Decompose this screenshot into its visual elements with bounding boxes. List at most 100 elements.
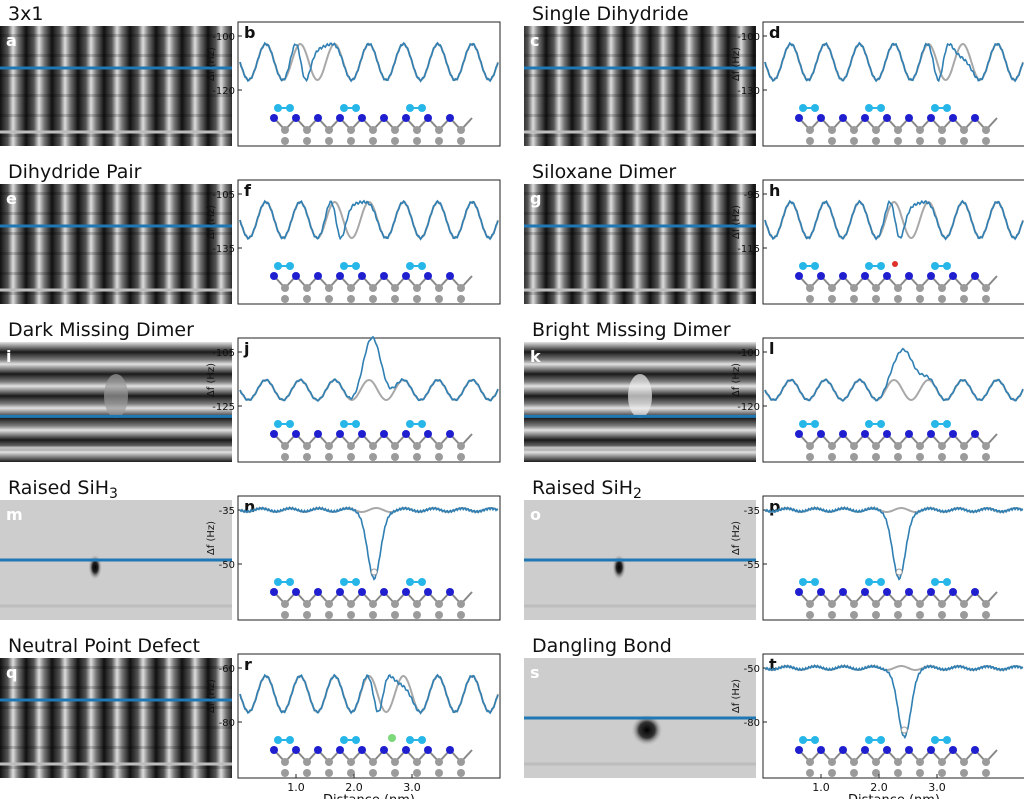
panel-title: Dangling Bond [532,635,672,657]
y-tick-label: -130 [737,86,760,97]
atomic-model [270,104,473,145]
stm-image [0,658,232,778]
y-axis-label: Δf (Hz) [206,47,217,81]
stm-image [0,26,232,146]
y-tick-label: -105 [212,190,235,201]
y-tick-label: -120 [212,86,235,97]
panel-g: Siloxane Dimer g h -95 -115 Δf (Hz) [524,161,1024,305]
y-tick-label: -135 [212,244,235,255]
neutral-defect-atom [388,734,396,742]
y-tick-label: -35 [219,506,235,517]
panel-a: 3x1 a b -100 -120 Δf (Hz) [0,3,501,147]
y-tick-label: -100 [737,32,760,43]
x-axis: 1.0 2.0 3.0Distance (nm) [287,774,421,799]
panel-title: Dark Missing Dimer [8,319,194,341]
y-axis-label: Δf (Hz) [731,205,742,239]
y-tick-label: -100 [212,32,235,43]
panel-title: Neutral Point Defect [8,635,200,657]
plot-letter: r [244,655,252,674]
plot-letter: l [769,339,774,358]
defect-trace [239,41,499,83]
stm-image [0,342,232,462]
panel-letter: c [530,31,539,50]
stm-image [524,342,756,462]
stm-image [524,184,756,304]
x-axis-label: Distance (nm) [848,793,940,799]
atomic-model [270,568,473,619]
panel-letter: k [530,347,541,366]
panel-title: Siloxane Dimer [532,161,676,183]
panel-title: Raised SiH2 [532,477,642,502]
stm-image [524,658,756,778]
defect-trace [764,506,1024,581]
stm-image [0,500,232,620]
panel-title: Bright Missing Dimer [532,319,731,341]
y-tick-label: -105 [212,348,235,359]
stm-image [0,184,232,304]
atomic-model [270,420,473,461]
plot-letter: p [769,497,780,516]
panel-letter: a [6,31,17,50]
panel-letter: q [6,663,17,682]
panel-letter: e [6,189,17,208]
x-tick-label: 2.0 [345,781,363,794]
y-axis-label: Δf (Hz) [206,521,217,555]
atomic-model [795,104,998,145]
x-axis: 1.0 2.0 3.0Distance (nm) [812,774,946,799]
defect-trace [764,347,1024,402]
plot-letter: j [243,339,249,358]
defect-trace [764,199,1024,241]
panel-i: Dark Missing Dimer i j -105 -125 Δf (Hz) [0,319,501,463]
plot-letter: h [769,181,780,200]
y-axis-label: Δf (Hz) [206,679,217,713]
panel-k: Bright Missing Dimer k l -100 -120 Δf (Hz) [524,319,1024,463]
y-tick-label: -55 [744,560,760,571]
plot-letter: t [769,655,777,674]
plot-letter: b [244,23,255,42]
y-axis-label: Δf (Hz) [206,363,217,397]
y-tick-label: -100 [737,348,760,359]
plot-letter: f [244,181,252,200]
y-axis-label: Δf (Hz) [731,521,742,555]
plot-letter: d [769,23,780,42]
x-tick-label: 1.0 [287,781,305,794]
defect-trace [764,41,1024,83]
panel-title: Single Dihydride [532,3,689,25]
defect-trace [239,673,499,715]
panel-title: Dihydride Pair [8,161,142,183]
raised-atom [895,568,903,576]
panel-title: Raised SiH3 [8,477,118,502]
y-tick-label: -35 [744,506,760,517]
defect-trace [239,506,499,581]
y-tick-label: -60 [219,664,235,675]
stm-image [524,500,756,620]
y-tick-label: -115 [737,244,760,255]
oxygen-atom [892,261,898,267]
panel-title: 3x1 [8,3,43,25]
y-axis-label: Δf (Hz) [731,679,742,713]
atomic-model [795,261,998,303]
raised-atom [370,568,378,576]
y-axis-label: Δf (Hz) [731,47,742,81]
panel-e: Dihydride Pair e f -105 -135 Δf (Hz) [0,161,501,305]
defect-trace [239,199,499,241]
y-tick-label: -120 [737,402,760,413]
panel-c: Single Dihydride c d -100 -130 Δf (Hz) [524,3,1024,147]
panel-letter: s [530,663,540,682]
atomic-model [795,420,998,461]
y-tick-label: -50 [219,560,235,571]
stm-image [524,26,756,146]
panel-letter: g [530,189,541,208]
y-tick-label: -95 [744,190,760,201]
x-tick-label: 2.0 [870,781,888,794]
x-axis-label: Distance (nm) [323,793,415,799]
x-tick-label: 3.0 [403,781,421,794]
atomic-model [270,262,473,303]
panel-letter: o [530,505,541,524]
x-tick-label: 1.0 [812,781,830,794]
